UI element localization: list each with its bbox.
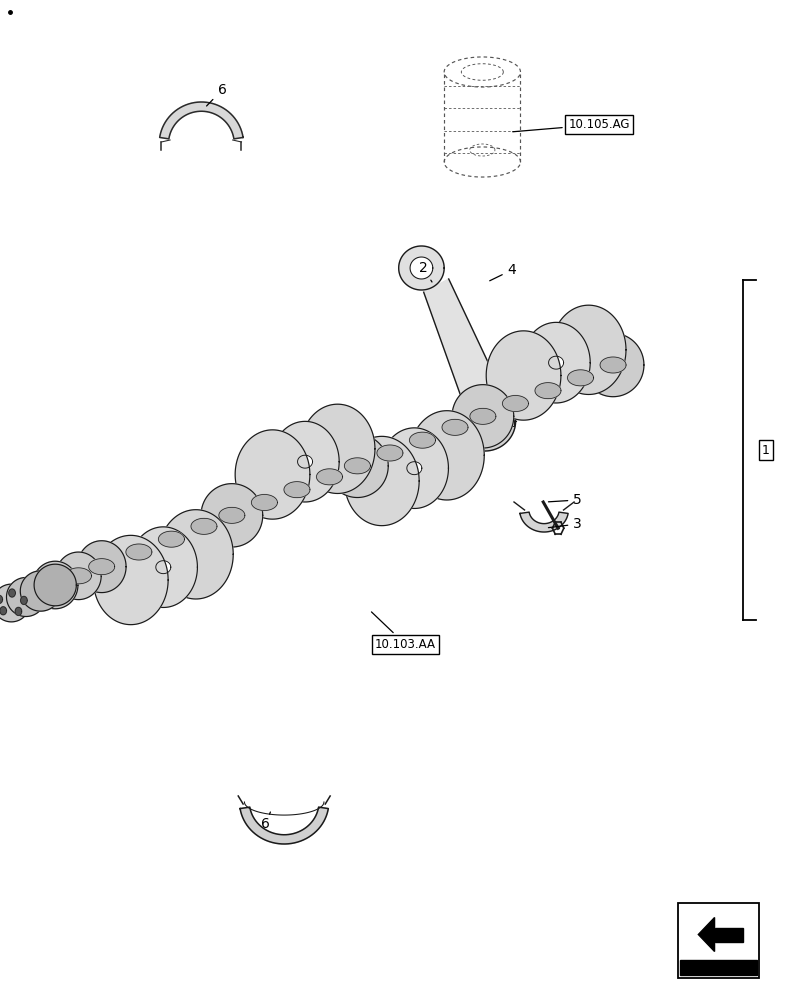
Polygon shape: [20, 596, 27, 604]
Polygon shape: [235, 430, 310, 519]
Polygon shape: [6, 578, 45, 616]
Polygon shape: [441, 419, 467, 435]
Polygon shape: [297, 455, 312, 468]
Text: 5: 5: [547, 493, 581, 507]
Polygon shape: [502, 396, 528, 411]
Polygon shape: [34, 564, 76, 606]
Polygon shape: [0, 584, 30, 622]
Polygon shape: [158, 510, 233, 599]
Polygon shape: [453, 416, 515, 451]
Polygon shape: [697, 918, 714, 952]
Polygon shape: [201, 484, 263, 547]
Polygon shape: [271, 421, 339, 502]
Polygon shape: [129, 527, 197, 607]
Polygon shape: [548, 356, 563, 369]
Polygon shape: [300, 404, 375, 493]
Polygon shape: [0, 595, 2, 603]
Bar: [677, 903, 758, 978]
Polygon shape: [32, 561, 78, 609]
Polygon shape: [93, 535, 168, 625]
Text: 2: 2: [418, 261, 431, 282]
Polygon shape: [126, 544, 152, 560]
Polygon shape: [581, 333, 643, 397]
Polygon shape: [470, 408, 496, 424]
Polygon shape: [452, 385, 513, 448]
Text: 4: 4: [489, 263, 516, 281]
Polygon shape: [409, 432, 435, 448]
Polygon shape: [521, 322, 590, 403]
Polygon shape: [453, 391, 515, 418]
Text: 10.105.AG: 10.105.AG: [512, 118, 629, 132]
Polygon shape: [534, 383, 560, 399]
Polygon shape: [42, 577, 68, 593]
Polygon shape: [316, 469, 342, 485]
Polygon shape: [20, 571, 61, 611]
Polygon shape: [160, 102, 242, 139]
Polygon shape: [326, 434, 388, 498]
Text: 6: 6: [206, 83, 226, 106]
Text: 3: 3: [547, 517, 581, 531]
Polygon shape: [344, 436, 418, 526]
Polygon shape: [409, 411, 483, 500]
Polygon shape: [284, 482, 310, 498]
Polygon shape: [406, 462, 422, 475]
Polygon shape: [410, 257, 432, 279]
Polygon shape: [344, 458, 370, 474]
Text: 1: 1: [761, 444, 769, 456]
Polygon shape: [191, 518, 217, 534]
Polygon shape: [56, 552, 101, 600]
Polygon shape: [680, 960, 756, 975]
Text: 10.103.AA: 10.103.AA: [371, 612, 436, 651]
Polygon shape: [423, 279, 500, 394]
Polygon shape: [398, 246, 444, 290]
Polygon shape: [240, 807, 328, 844]
Polygon shape: [77, 541, 126, 593]
Polygon shape: [486, 331, 560, 420]
Polygon shape: [158, 531, 184, 547]
Polygon shape: [88, 559, 114, 575]
Polygon shape: [15, 607, 22, 615]
Polygon shape: [567, 370, 593, 386]
Polygon shape: [251, 495, 277, 510]
Polygon shape: [376, 445, 402, 461]
Polygon shape: [156, 561, 170, 574]
Polygon shape: [599, 357, 625, 373]
Text: 6: 6: [261, 812, 270, 831]
Polygon shape: [714, 928, 742, 942]
Polygon shape: [519, 512, 568, 532]
Polygon shape: [9, 589, 15, 597]
Polygon shape: [219, 507, 245, 523]
Polygon shape: [0, 607, 6, 615]
Polygon shape: [380, 428, 448, 508]
Polygon shape: [66, 568, 92, 584]
Polygon shape: [551, 305, 625, 394]
